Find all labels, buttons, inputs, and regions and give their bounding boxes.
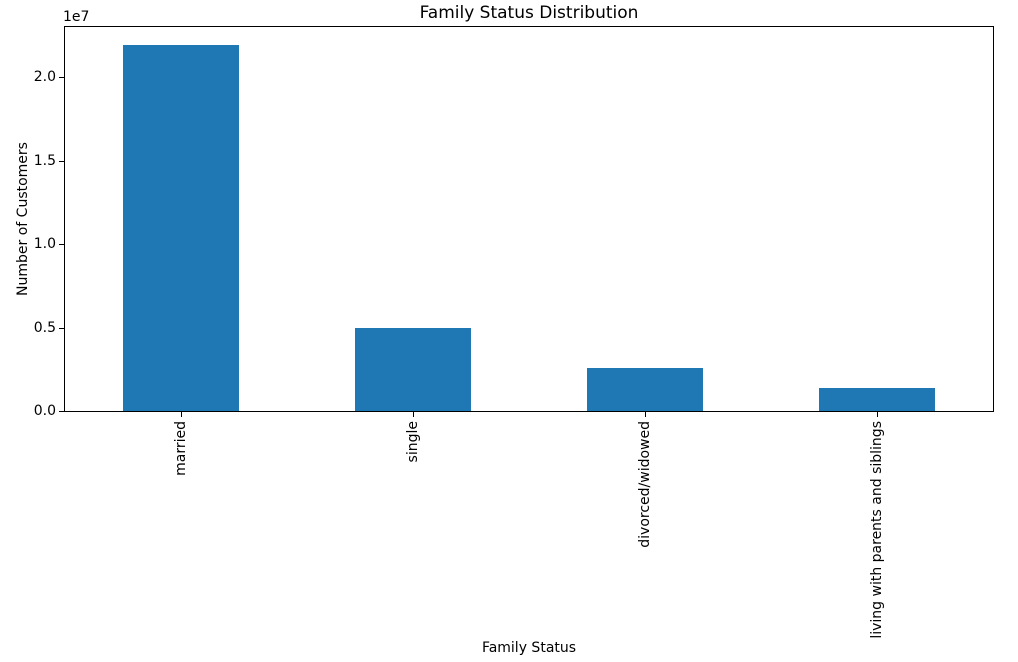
x-axis-label: Family Status (481, 640, 577, 656)
x-tick-mark-married (181, 412, 182, 417)
y-tick-label-0.0: 0.0 (33, 403, 56, 419)
x-tick-mark-divorced-widowed (645, 412, 646, 417)
y-tick-mark-0.5 (59, 328, 64, 329)
x-tick-mark-living-with-parents-and-siblings (877, 412, 878, 417)
bar-divorced-widowed (587, 368, 703, 411)
y-tick-mark-0.0 (59, 411, 64, 412)
x-tick-label-divorced-widowed: divorced/widowed (637, 421, 653, 548)
plot-area (64, 26, 994, 412)
y-tick-mark-1.0 (59, 244, 64, 245)
bar-married (123, 45, 239, 411)
y-tick-label-2.0: 2.0 (33, 69, 56, 85)
y-tick-label-1.0: 1.0 (33, 236, 56, 252)
x-tick-mark-single (413, 412, 414, 417)
bar-single (355, 328, 471, 411)
x-tick-label-single: single (405, 421, 421, 463)
y-tick-label-0.5: 0.5 (33, 320, 56, 336)
y-tick-mark-2.0 (59, 77, 64, 78)
x-tick-label-living-with-parents-and-siblings: living with parents and siblings (869, 421, 885, 639)
y-axis-offset-text: 1e7 (63, 9, 90, 25)
chart-title: Family Status Distribution (419, 3, 639, 23)
x-tick-label-married: married (173, 421, 189, 476)
y-tick-label-1.5: 1.5 (33, 153, 56, 169)
bar-living-with-parents-and-siblings (819, 388, 935, 411)
y-tick-mark-1.5 (59, 161, 64, 162)
